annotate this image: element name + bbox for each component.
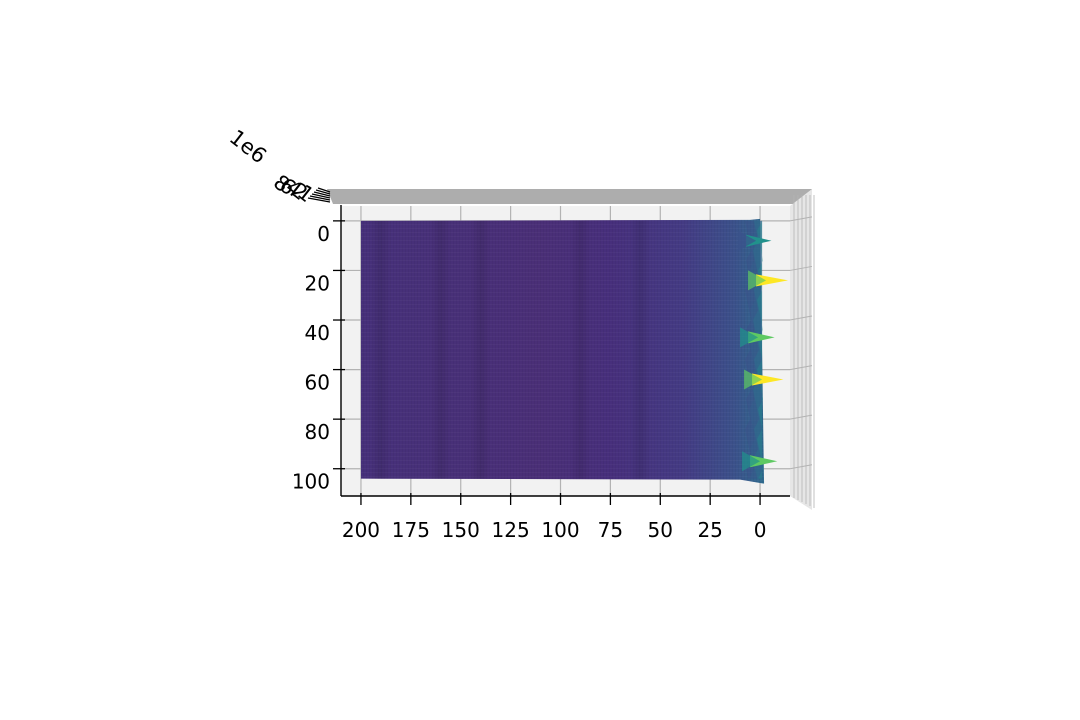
- surface-peak: [746, 234, 772, 247]
- surface-peak-base: [744, 369, 763, 390]
- z-tick-mark: [317, 187, 331, 193]
- surface-peak: [748, 331, 775, 344]
- y-tick-label: 100: [292, 470, 330, 494]
- x-tick-label: 125: [492, 518, 530, 542]
- x-tick-label: 100: [541, 518, 579, 542]
- surface-peak: [756, 274, 789, 287]
- surface-peak: [752, 373, 784, 386]
- x-tick-label: 0: [754, 518, 767, 542]
- surface-peak-base: [740, 327, 759, 348]
- x-tick-label: 25: [697, 518, 722, 542]
- surface-peak-base: [748, 270, 767, 291]
- side-pane: [790, 189, 812, 510]
- z-tick-mark: [309, 195, 331, 201]
- x-tick-label: 150: [442, 518, 480, 542]
- x-tick-label: 175: [392, 518, 430, 542]
- z-offset-text: 1e6: [225, 125, 271, 168]
- z-tick-mark: [311, 193, 331, 199]
- top-pane: [327, 189, 812, 204]
- y-axis-ticks: 0 20 40 60 80 100: [292, 220, 345, 494]
- y-tick-label: 20: [305, 271, 330, 295]
- surface-mesh: [360, 218, 789, 484]
- y-tick-label: 80: [305, 420, 330, 444]
- axis-lines: [340, 205, 790, 497]
- z-tick-mark: [313, 191, 331, 197]
- z-tick-mark: [315, 189, 331, 195]
- x-axis-ticks: 200 175 150 125 100 75 50 25 0: [342, 493, 767, 542]
- x-tick-label: 50: [648, 518, 673, 542]
- surface-peak: [750, 455, 778, 468]
- z-tick-mark: [307, 197, 331, 203]
- surface-mesh-texture: [360, 218, 765, 484]
- x-tick-label: 75: [598, 518, 623, 542]
- y-tick-label: 60: [305, 371, 330, 395]
- y-tick-label: 0: [317, 222, 330, 246]
- y-tick-label: 40: [305, 321, 330, 345]
- surface-peak-base: [738, 230, 757, 251]
- surface-edge-band: [748, 220, 764, 479]
- x-tick-label: 200: [342, 518, 380, 542]
- surface-peak-base: [742, 451, 761, 472]
